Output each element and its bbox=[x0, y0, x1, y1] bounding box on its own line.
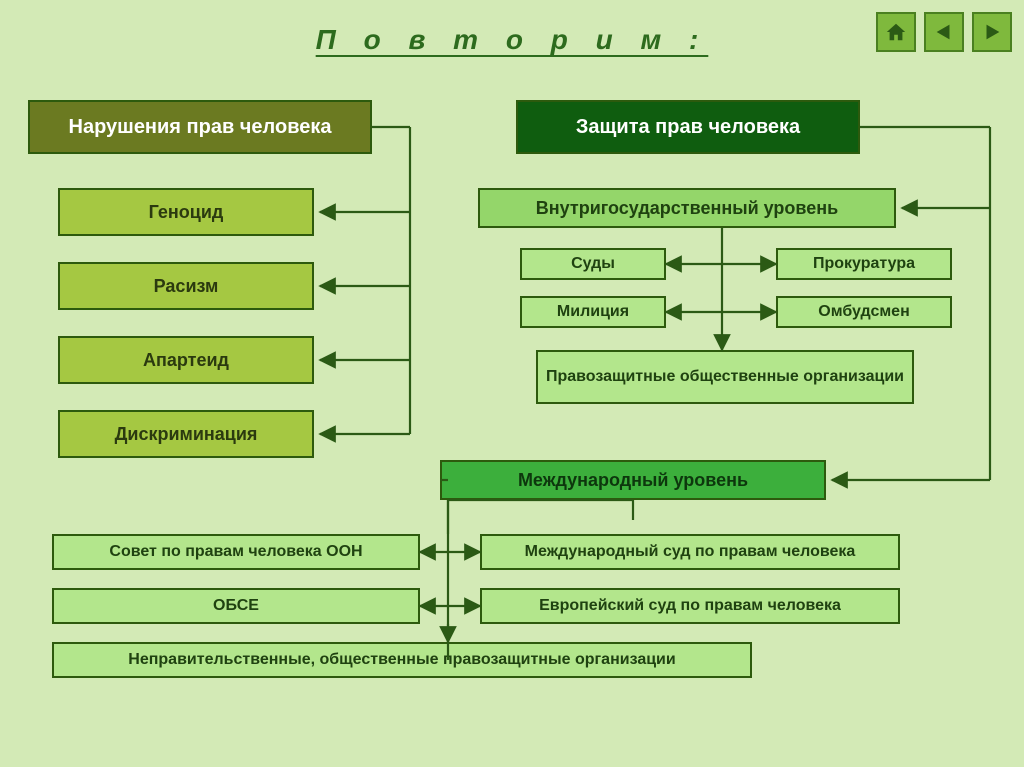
intl-title: Международный уровень bbox=[440, 460, 826, 500]
page-title: П о в т о р и м : bbox=[0, 24, 1024, 56]
prev-button[interactable] bbox=[924, 12, 964, 52]
intl-right-item: Международный суд по правам человека bbox=[480, 534, 900, 570]
intl-right-item: Европейский суд по правам человека bbox=[480, 588, 900, 624]
violation-item: Дискриминация bbox=[58, 410, 314, 458]
home-button[interactable] bbox=[876, 12, 916, 52]
header-protection: Защита прав человека bbox=[516, 100, 860, 154]
header-violations: Нарушения прав человека bbox=[28, 100, 372, 154]
nav-buttons bbox=[876, 12, 1012, 52]
domestic-item: Прокуратура bbox=[776, 248, 952, 280]
intl-left-item: Совет по правам человека ООН bbox=[52, 534, 420, 570]
domestic-ngo: Правозащитные общественные организации bbox=[536, 350, 914, 404]
intl-left-item: ОБСЕ bbox=[52, 588, 420, 624]
violation-item: Расизм bbox=[58, 262, 314, 310]
domestic-item: Омбудсмен bbox=[776, 296, 952, 328]
domestic-item: Суды bbox=[520, 248, 666, 280]
domestic-title: Внутригосударственный уровень bbox=[478, 188, 896, 228]
violation-item: Геноцид bbox=[58, 188, 314, 236]
intl-bottom: Неправительственные, общественные правоз… bbox=[52, 642, 752, 678]
violation-item: Апартеид bbox=[58, 336, 314, 384]
next-button[interactable] bbox=[972, 12, 1012, 52]
domestic-item: Милиция bbox=[520, 296, 666, 328]
